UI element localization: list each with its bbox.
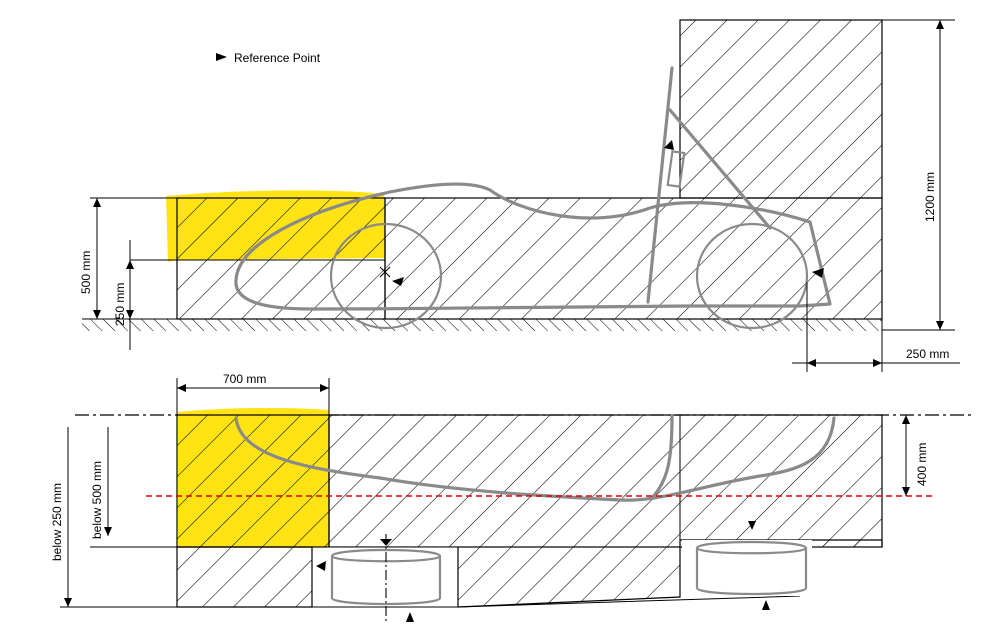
zone-lower-taper: [457, 539, 883, 608]
reference-arrow-front: [392, 277, 404, 286]
ground-hatch: [82, 319, 882, 331]
dim-below-500-label: below 500 mm: [90, 461, 104, 539]
reference-arrow-mirror: [664, 140, 674, 150]
car-body-outline-side: [234, 182, 832, 311]
dim-250-label: 250 mm: [113, 283, 127, 326]
dim-400-label: 400 mm: [915, 443, 929, 486]
legend-reference-point-label: Reference Point: [234, 51, 321, 65]
reference-cross-icon: [379, 266, 391, 278]
zone-lower-top: [176, 546, 313, 608]
dim-1200-label: 1200 mm: [923, 172, 937, 222]
car-front-wheel-side: [329, 222, 443, 330]
zone-front-top: [176, 414, 330, 548]
zone-rear-upper-side: [679, 19, 883, 199]
legend: Reference Point: [216, 51, 321, 65]
car-rollbar-side: [646, 66, 772, 304]
dim-500-label: 500 mm: [79, 251, 93, 294]
dim-250-offset-label: 250 mm: [906, 347, 949, 361]
zone-middle-top: [328, 414, 883, 548]
side-view: 500 mm 250 mm 1200 mm 250 mm: [79, 19, 960, 372]
reference-point-arrow-icon: [216, 53, 227, 61]
car-rollbar-top: [650, 414, 674, 500]
car-rear-wheel-top: [682, 540, 812, 596]
dim-700-label: 700 mm: [223, 372, 266, 386]
car-front-wheel-top: [311, 546, 459, 608]
car-body-outline-top: [234, 416, 836, 502]
zone-front-side: [176, 197, 386, 320]
top-view: 700 mm below 500 mm below 250 mm 400 mm: [50, 372, 975, 622]
car-mirror-side: [666, 150, 686, 188]
reference-arrow-rear: [812, 268, 824, 278]
dim-below-250-label: below 250 mm: [50, 483, 64, 561]
car-rear-wheel-side: [695, 222, 809, 330]
